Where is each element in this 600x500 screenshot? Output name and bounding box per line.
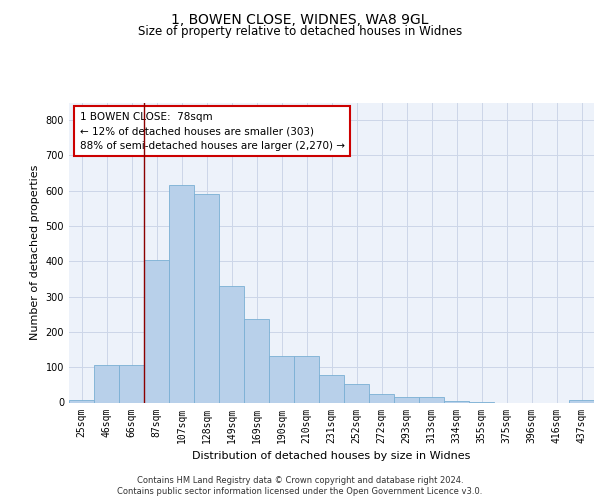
Text: Contains HM Land Registry data © Crown copyright and database right 2024.: Contains HM Land Registry data © Crown c…: [137, 476, 463, 485]
Bar: [194, 194, 219, 402]
Bar: [144, 260, 169, 402]
Bar: [94, 366, 119, 403]
Y-axis label: Number of detached properties: Number of detached properties: [30, 165, 40, 340]
Bar: [319, 375, 344, 402]
Bar: [569, 400, 594, 402]
Text: Size of property relative to detached houses in Widnes: Size of property relative to detached ho…: [138, 25, 462, 38]
Bar: [69, 400, 94, 402]
Bar: [119, 366, 144, 403]
Bar: [369, 394, 394, 402]
Text: Contains public sector information licensed under the Open Government Licence v3: Contains public sector information licen…: [118, 487, 482, 496]
X-axis label: Distribution of detached houses by size in Widnes: Distribution of detached houses by size …: [193, 451, 470, 461]
Bar: [419, 396, 444, 402]
Bar: [219, 286, 244, 403]
Bar: [169, 186, 194, 402]
Bar: [444, 400, 469, 402]
Bar: [269, 356, 294, 403]
Bar: [244, 318, 269, 402]
Text: 1, BOWEN CLOSE, WIDNES, WA8 9GL: 1, BOWEN CLOSE, WIDNES, WA8 9GL: [171, 12, 429, 26]
Bar: [294, 356, 319, 403]
Bar: [344, 384, 369, 402]
Text: 1 BOWEN CLOSE:  78sqm
← 12% of detached houses are smaller (303)
88% of semi-det: 1 BOWEN CLOSE: 78sqm ← 12% of detached h…: [79, 112, 344, 151]
Bar: [394, 397, 419, 402]
